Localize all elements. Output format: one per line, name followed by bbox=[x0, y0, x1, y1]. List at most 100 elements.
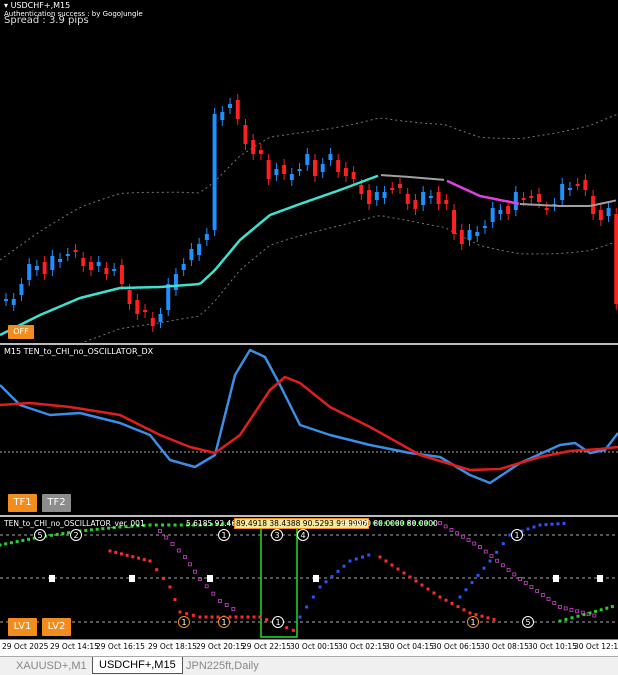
level-dot bbox=[540, 593, 545, 597]
level-panel[interactable]: 5 2 1 1 3 4 1 1 1 1 5 TEN_to_CHI_no_OSCILLATOR_ver… bbox=[0, 517, 618, 639]
price-chart-panel[interactable]: ▾ USDCHF+,M15 Authentication success : b… bbox=[0, 0, 618, 343]
level-dot bbox=[0, 543, 2, 547]
level-dot bbox=[438, 595, 442, 599]
candle-body bbox=[575, 184, 580, 186]
level-marker-circle bbox=[297, 529, 309, 541]
candle-body bbox=[351, 172, 356, 179]
candle-body bbox=[135, 300, 140, 314]
level-dot bbox=[84, 528, 88, 532]
candle-body bbox=[42, 262, 47, 274]
candle-body bbox=[166, 284, 171, 310]
level-dot bbox=[291, 628, 295, 632]
level-dot bbox=[209, 522, 213, 526]
level-dot bbox=[311, 595, 315, 599]
candle-body bbox=[181, 264, 186, 270]
level-dot bbox=[425, 521, 429, 525]
candle-body bbox=[212, 114, 217, 230]
level-dot bbox=[562, 521, 566, 525]
candle-body bbox=[367, 190, 372, 204]
level-dot bbox=[390, 563, 394, 567]
level-dot bbox=[227, 522, 231, 526]
level-marker-number: 1 bbox=[275, 618, 280, 627]
candle-body bbox=[490, 208, 495, 222]
oscillator-line-blue bbox=[0, 348, 618, 485]
level-dot bbox=[426, 587, 430, 591]
tf1-button[interactable]: TF1 bbox=[8, 494, 37, 512]
level-dot bbox=[396, 567, 400, 571]
level-dot bbox=[407, 521, 411, 525]
moving-average-gray bbox=[380, 174, 445, 181]
level-dot bbox=[480, 614, 484, 618]
candle-body bbox=[228, 104, 233, 108]
tf2-button[interactable]: TF2 bbox=[42, 494, 71, 512]
panel-divider[interactable] bbox=[0, 343, 618, 345]
level-dot bbox=[478, 545, 482, 549]
level-values-tail: 80.0000 80.0000 80.0000 bbox=[340, 519, 438, 528]
level-dot bbox=[476, 573, 480, 577]
level-dot bbox=[486, 616, 490, 620]
tab-xauusd-m1[interactable]: XAUUSD+,M1 bbox=[16, 660, 87, 672]
time-axis-label: 30 Oct 04:15 bbox=[385, 642, 434, 651]
level-dot bbox=[563, 606, 568, 611]
candle-body bbox=[220, 112, 225, 120]
candle-body bbox=[614, 214, 618, 304]
level-dot bbox=[520, 529, 524, 533]
panel-divider[interactable] bbox=[0, 515, 618, 517]
level-values: 5.6185 92.4697 bbox=[186, 519, 246, 528]
candle-body bbox=[506, 206, 511, 214]
level-dot bbox=[125, 553, 129, 557]
level-dot bbox=[119, 552, 123, 556]
level-dot bbox=[470, 581, 474, 585]
candle-body bbox=[204, 234, 209, 240]
lv1-button[interactable]: LV1 bbox=[8, 618, 37, 636]
candle-body bbox=[313, 160, 317, 176]
candle-body bbox=[289, 174, 294, 180]
level-dot bbox=[588, 611, 592, 615]
candle-body bbox=[467, 230, 472, 240]
candle-body bbox=[243, 125, 248, 144]
time-axis-label: 29 Oct 22:15 bbox=[242, 642, 291, 651]
spread-readout: Spread : 3.9 pips bbox=[4, 15, 89, 26]
level-marker-circle bbox=[218, 529, 230, 541]
level-dot bbox=[501, 542, 505, 546]
level-dot bbox=[61, 532, 65, 536]
level-dot bbox=[27, 537, 31, 541]
level-dot bbox=[95, 527, 99, 531]
oscillator-title: M15 TEN_to_CHI_no_OSCILLATOR_DX bbox=[4, 347, 154, 356]
collapse-arrow-icon[interactable]: ▾ bbox=[4, 1, 11, 10]
level-dot bbox=[455, 531, 460, 536]
candle-body bbox=[235, 100, 240, 119]
chart-tabs: XAUUSD+,M1 USDCHF+,M15 JPN225ft,Daily bbox=[0, 656, 618, 675]
candle-body bbox=[343, 168, 348, 176]
level-dot bbox=[185, 612, 189, 616]
candle-body bbox=[50, 256, 55, 270]
level-dot bbox=[361, 555, 364, 559]
level-dot bbox=[556, 522, 560, 526]
moving-average-cyan bbox=[0, 174, 379, 337]
level-dot bbox=[420, 583, 424, 587]
level-dot bbox=[49, 533, 53, 537]
candle-body bbox=[73, 250, 78, 252]
level-dot bbox=[130, 524, 134, 528]
level-dot bbox=[142, 558, 146, 562]
candle-body bbox=[173, 274, 178, 290]
candle-body bbox=[119, 265, 124, 284]
level-dot bbox=[161, 523, 164, 527]
level-lock-icon bbox=[207, 575, 213, 582]
tab-jpn225ft-daily[interactable]: JPN225ft,Daily bbox=[186, 660, 259, 672]
candle-body bbox=[537, 194, 542, 202]
candle-body bbox=[189, 249, 194, 260]
candle-body bbox=[266, 160, 271, 179]
level-marker-number: 1 bbox=[470, 618, 475, 627]
symbol-title: ▾ USDCHF+,M15 bbox=[4, 1, 70, 10]
level-dot bbox=[176, 548, 181, 553]
oscillator-panel[interactable]: M15 TEN_to_CHI_no_OSCILLATOR_DX TF1 TF2 bbox=[0, 345, 618, 515]
lv2-button[interactable]: LV2 bbox=[42, 618, 71, 636]
level-dot bbox=[330, 575, 334, 579]
level-dot bbox=[198, 615, 202, 619]
level-dot bbox=[432, 591, 436, 595]
tab-usdchf-m15[interactable]: USDCHF+,M15 bbox=[92, 657, 183, 674]
level-dot bbox=[158, 529, 162, 533]
off-button[interactable]: OFF bbox=[8, 325, 34, 339]
level-dot bbox=[204, 615, 208, 619]
